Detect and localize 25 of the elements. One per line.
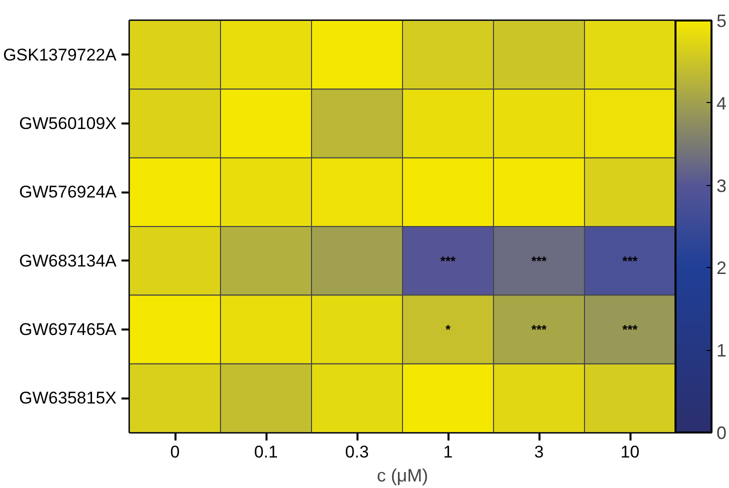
x-tick-label: 3 [534,442,544,462]
data-label: *** [622,253,639,268]
color-bar-label: 5 [716,11,727,31]
data-label: * [445,322,452,337]
x-tick-label: 0.3 [345,442,369,462]
data-label: *** [440,253,457,268]
x-axis-title: c (μM) [376,466,428,486]
data-label: *** [622,322,639,337]
y-tick-label: GW576924A [19,182,118,202]
data-label: *** [531,253,548,268]
color-bar-label: 1 [716,340,727,361]
y-tick-label: GW683134A [19,251,118,270]
color-bar-label: 2 [716,258,727,278]
y-tick-label: GW635815X [19,388,117,408]
color-bar-label: 3 [716,176,727,196]
y-tick-label: GSK1379722A [3,45,118,64]
x-tick-label: 1 [443,442,453,462]
x-tick-label: 10 [620,442,640,462]
y-tick-label: GW697465A [19,320,118,339]
color-bar-label: 4 [716,93,727,114]
y-tick-label: GW560109X [19,114,117,133]
color-bar-label: 0 [716,423,727,443]
x-tick-label: 0 [170,442,180,462]
data-label: *** [531,322,548,337]
x-tick-label: 0.1 [254,442,278,462]
